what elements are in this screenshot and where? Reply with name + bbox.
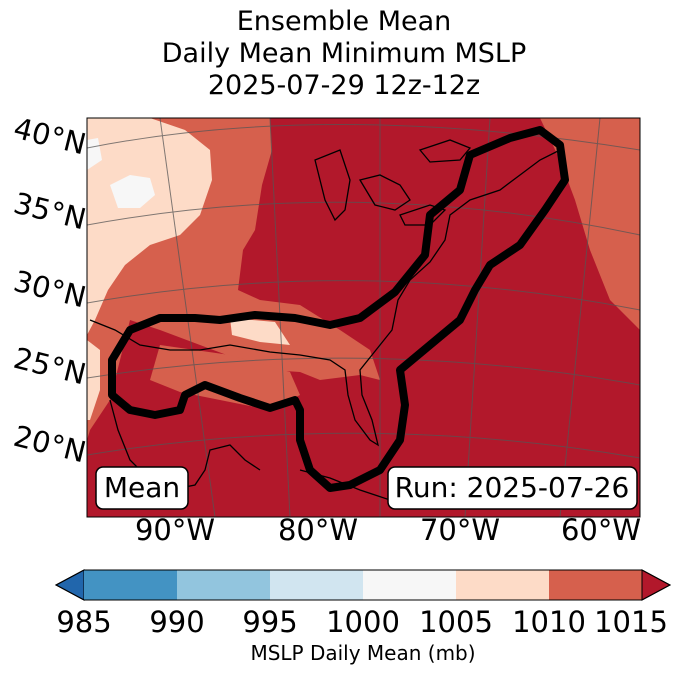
contour-line <box>108 126 569 492</box>
colorbar-tick-1015: 1015 <box>594 605 668 639</box>
field-995-1000 <box>110 175 155 208</box>
lon-label-70: 70°W <box>420 513 500 547</box>
colorbar-label: MSLP Daily Mean (mb) <box>250 641 475 665</box>
colorbar-tick-1010: 1010 <box>512 605 586 639</box>
field-1000-1005-coast <box>87 340 100 420</box>
colorbar-tick-985: 985 <box>56 605 111 639</box>
colorbar-tick-990: 990 <box>149 605 204 639</box>
colorbar-bin-985-990 <box>84 570 177 600</box>
map-area <box>87 118 640 517</box>
colorbar-bin-995-1000 <box>270 570 363 600</box>
colorbar-bin-1010-1015 <box>549 570 642 600</box>
colorbar-bin-1005-1010 <box>456 570 549 600</box>
colorbar <box>54 569 672 601</box>
lat-label-40: 40°N <box>10 111 89 162</box>
colorbar-tick-1000: 1000 <box>326 605 400 639</box>
field-1000-1005 <box>87 118 212 335</box>
lat-label-25: 25°N <box>10 341 89 392</box>
lat-label-35: 35°N <box>10 186 89 237</box>
colorbar-tick-1005: 1005 <box>419 605 493 639</box>
run-label: Run: 2025-07-26 <box>395 471 630 504</box>
colorbar-bin-1000-1005 <box>363 570 456 600</box>
lat-label-30: 30°N <box>10 264 89 315</box>
colorbar-extend-high <box>641 569 672 601</box>
mean-label-box <box>95 466 189 510</box>
field-1005-1010-gulf <box>150 345 300 410</box>
graticule <box>87 118 640 517</box>
title-line-1: Ensemble Mean <box>236 6 452 37</box>
lon-label-60: 60°W <box>561 513 641 547</box>
colorbar-bin-990-995 <box>177 570 270 600</box>
run-label-box <box>387 466 638 510</box>
colorbar-tick-995: 995 <box>242 605 297 639</box>
colorbar-extend-low <box>54 569 85 601</box>
map-frame <box>86 117 641 518</box>
field-1000-1005-tx <box>230 318 290 345</box>
mean-label: Mean <box>104 471 180 504</box>
lon-label-80: 80°W <box>278 513 358 547</box>
title-line-2: Daily Mean Minimum MSLP <box>161 38 527 69</box>
lon-label-90: 90°W <box>135 513 215 547</box>
lat-label-20: 20°N <box>10 419 89 470</box>
colorbar-outline <box>54 569 672 601</box>
title-line-3: 2025-07-29 12z-12z <box>207 70 481 101</box>
